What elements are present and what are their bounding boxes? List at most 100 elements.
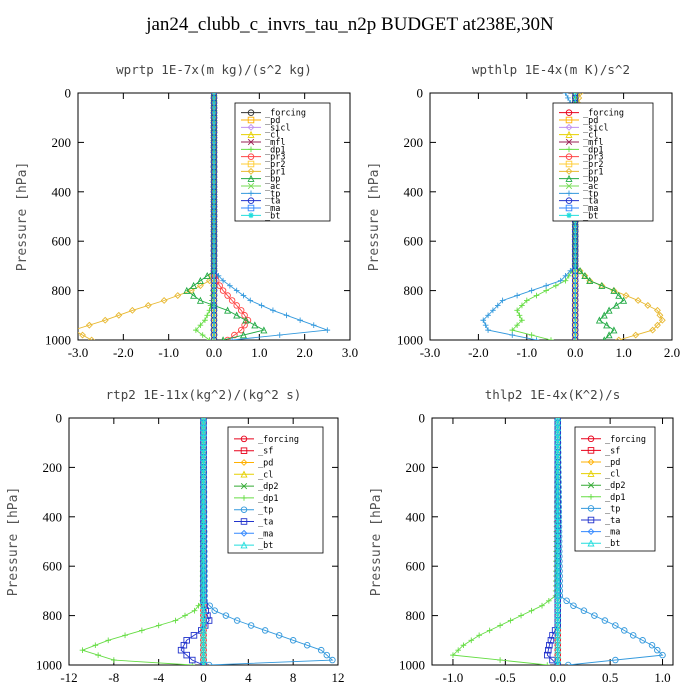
- series-point: [600, 311, 608, 319]
- legend-marker: [566, 190, 572, 197]
- series-point: [514, 322, 520, 328]
- series-point: [105, 637, 112, 644]
- x-tick-label: 3.0: [342, 345, 358, 360]
- series-point: [654, 646, 661, 654]
- series-point: [317, 646, 325, 654]
- series-point: [620, 296, 628, 304]
- series-point: [629, 632, 637, 639]
- legend-label: _pd: [265, 116, 280, 126]
- legend-label: _forcing: [605, 435, 646, 445]
- y-tick-label: 600: [404, 234, 424, 249]
- x-tick-label: 1.0: [615, 345, 631, 360]
- series-point: [544, 662, 551, 665]
- series-point: [79, 647, 86, 653]
- legend-marker: [240, 435, 248, 443]
- x-tick-label: -1.0: [158, 345, 179, 360]
- series-point: [237, 326, 245, 334]
- series-point: [183, 651, 190, 659]
- x-tick-label: -12: [60, 670, 77, 685]
- legend-label: _bt: [258, 541, 273, 551]
- legend-label: _pr2: [583, 160, 603, 170]
- legend-label: _bp: [583, 175, 598, 185]
- legend-marker: [565, 160, 573, 168]
- x-tick-label: 0.5: [602, 670, 618, 685]
- series-point: [227, 282, 233, 289]
- series-point: [519, 317, 525, 324]
- series-point: [191, 607, 198, 614]
- series-point: [549, 632, 556, 639]
- legend-marker: [565, 116, 573, 124]
- series-point: [205, 661, 213, 665]
- legend-label: _bt: [605, 539, 620, 549]
- series-line-dp1: [81, 418, 204, 665]
- series-point: [564, 661, 572, 665]
- x-tick-label: -1.0: [517, 345, 538, 360]
- series-point: [658, 316, 666, 324]
- series-point: [196, 296, 204, 304]
- series-point: [490, 307, 496, 314]
- series-point: [197, 322, 204, 328]
- y-tick-label: 1000: [397, 333, 423, 348]
- series-point: [612, 622, 619, 629]
- series-point: [634, 297, 642, 304]
- series-point: [324, 327, 331, 333]
- y-tick-label: 200: [404, 135, 424, 150]
- x-tick-label: 0.0: [567, 345, 583, 360]
- legend-marker: [248, 190, 254, 197]
- series-point: [482, 322, 489, 328]
- legend-label: _tp: [605, 504, 620, 514]
- series-point: [557, 277, 564, 284]
- legend-marker: [565, 167, 573, 175]
- series-point: [514, 292, 520, 299]
- series-point: [231, 331, 238, 339]
- x-tick-label: 0.0: [206, 345, 222, 360]
- legend: _forcing_sf_pd_cl_dp2_dp1_tp_ta_ma_bt: [574, 426, 656, 552]
- series-point: [92, 642, 99, 649]
- legend-label: _ta: [583, 197, 598, 207]
- series-point: [539, 602, 545, 609]
- series-point: [329, 656, 336, 664]
- series-point: [476, 632, 482, 639]
- legend: _forcing_sf_pd_cl_dp2_dp1_tp_ta_ma_bt: [227, 426, 324, 554]
- series-point: [283, 312, 290, 319]
- series-point: [468, 637, 475, 644]
- series-point: [528, 332, 535, 338]
- series-point: [553, 282, 559, 289]
- legend-marker: [565, 182, 573, 190]
- legend-marker: [247, 174, 255, 182]
- y-tick-label: 800: [43, 608, 63, 623]
- series-point: [229, 337, 235, 340]
- legend-marker: [240, 447, 248, 454]
- series-point: [139, 627, 145, 634]
- legend-marker: [565, 138, 573, 146]
- legend-marker: [247, 160, 255, 168]
- legend-marker: [240, 459, 248, 466]
- series-point: [562, 93, 569, 96]
- series-point: [240, 292, 247, 299]
- series-point: [654, 321, 661, 329]
- legend-label: _pr1: [265, 167, 285, 177]
- legend-marker: [241, 495, 247, 501]
- legend-marker: [566, 146, 572, 153]
- series-point: [190, 632, 198, 639]
- y-tick-label: 400: [52, 184, 72, 199]
- series-point: [196, 282, 204, 290]
- series-point: [233, 311, 241, 319]
- legend-label: _dp1: [583, 145, 603, 155]
- figure-title: jan24_clubb_c_invrs_tau_n2p BUDGET at238…: [146, 14, 554, 35]
- legend-label: _sf: [258, 447, 273, 457]
- series-point: [509, 332, 516, 338]
- y-tick-label: 800: [406, 608, 426, 623]
- panel-title: wpthlp 1E-4x(m K)/s^2: [472, 62, 630, 77]
- legend-marker: [587, 539, 595, 547]
- legend-label: _sicl: [583, 123, 609, 133]
- series-point: [591, 612, 598, 619]
- legend-marker: [240, 518, 248, 525]
- y-tick-label: 800: [404, 283, 424, 298]
- series-point: [177, 646, 185, 654]
- series-point: [260, 326, 268, 334]
- series-point: [644, 301, 652, 309]
- series-point: [639, 637, 646, 644]
- series-point: [516, 312, 523, 319]
- series-point: [595, 316, 603, 324]
